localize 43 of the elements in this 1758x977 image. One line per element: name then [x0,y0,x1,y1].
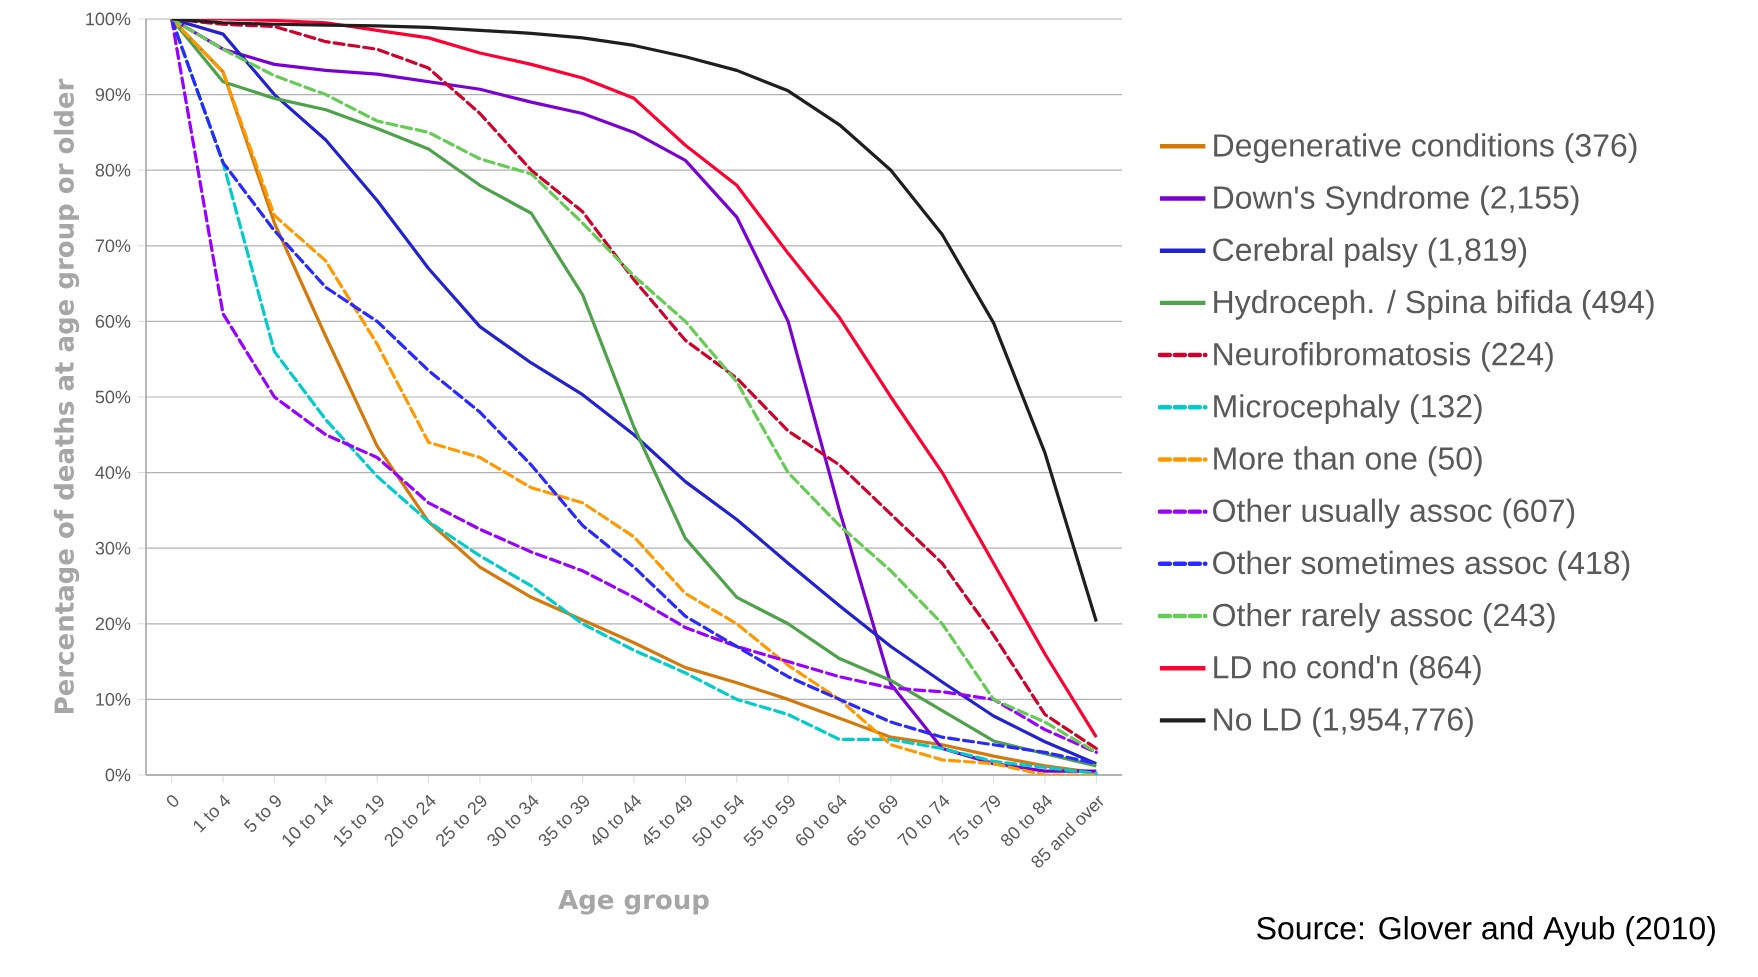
y-tick-label: 100% [86,12,131,26]
x-tick-label: 35 to 39 [538,795,590,846]
legend-label: Other usually assoc (607) [1213,498,1575,529]
y-tick-label: 30% [95,541,131,555]
legend-label: Cerebral palsy (1,819) [1213,237,1527,268]
y-tick-label: 90% [95,88,131,101]
legend-label: LD no cond'n (864) [1214,655,1481,685]
x-tick-label: 5 to 9 [243,795,281,832]
x-tick-label: 60 to 64 [796,794,847,846]
y-tick-label: 10% [96,693,131,706]
legend-label: Neurofibromatosis (224) [1214,341,1553,372]
y-tick-label: 80% [95,163,131,177]
legend-label: Microcephaly (132) [1214,394,1482,424]
x-tick-label: 30 to 34 [487,794,539,846]
x-tick-label: 65 to 69 [847,795,898,846]
x-tick-label: 20 to 24 [384,794,436,848]
source-note: Source: Glover and Ayub (2010) [1257,916,1715,946]
x-tick-label: 50 to 54 [691,794,745,847]
legend-label: Other sometimes assoc (418) [1213,550,1630,581]
x-tick-label: 15 to 19 [333,795,384,847]
legend-label: No LD (1,954,776) [1214,707,1473,738]
x-tick-label: 10 to 14 [282,794,334,847]
x-tick-label: 55 to 59 [743,795,795,847]
x-tick-label: 1 to 4 [193,794,231,833]
y-tick-label: 0% [105,768,131,782]
legend-label: Degenerative conditions (376) [1214,133,1637,164]
y-axis-title: Percentage of deaths at age group or older [53,78,80,713]
x-tick-label: 45 to 49 [643,795,692,846]
legend-label: Other rarely assoc (243) [1213,602,1555,633]
legend-label: More than one (50) [1214,446,1482,477]
x-tick-label: 0 [166,795,179,807]
y-tick-label: 50% [95,390,131,404]
legend-label: Down's Syndrome (2,155) [1214,185,1579,216]
y-tick-label: 70% [95,239,131,253]
line-series [170,18,1098,624]
y-tick-label: 60% [95,315,131,328]
x-axis-title: Age group [558,890,709,915]
legend-label: Hydroceph. / Spina bifida (494) [1214,289,1654,320]
y-tick-label: 20% [95,617,131,631]
x-tick-label: 75 to 79 [948,795,1001,846]
x-tick-label: 40 to 44 [592,794,642,846]
x-tick-label: 25 to 29 [436,795,487,848]
y-tick-label: 40% [95,466,131,479]
